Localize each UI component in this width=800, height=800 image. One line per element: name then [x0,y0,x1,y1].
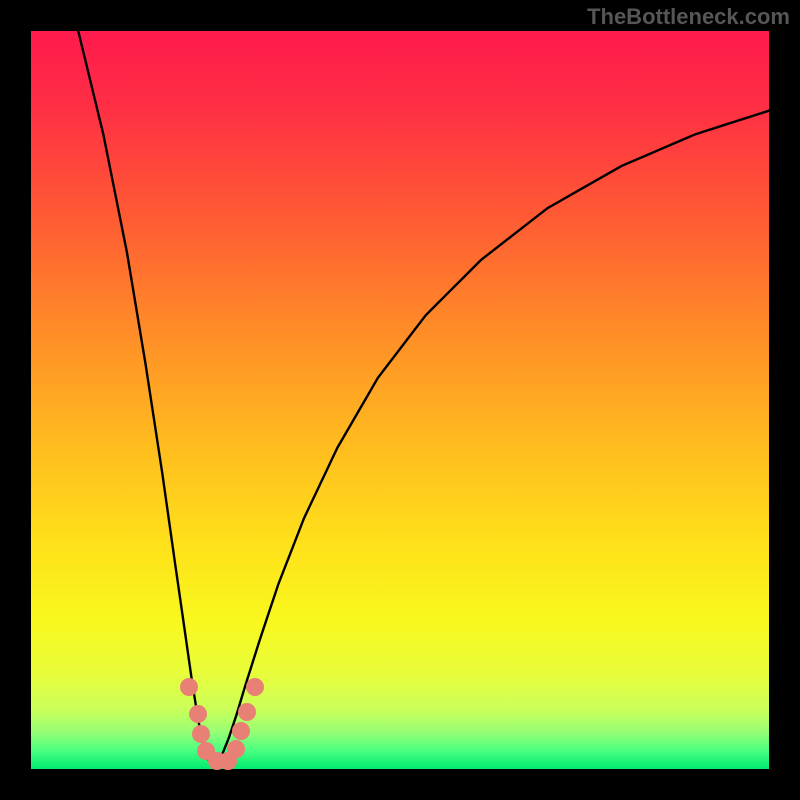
valley-dot [238,703,256,721]
valley-dot [246,678,264,696]
valley-dot [189,705,207,723]
valley-dot [232,722,250,740]
valley-dot [192,725,210,743]
valley-dot [227,740,245,758]
chart-container: TheBottleneck.com [0,0,800,800]
valley-dot [180,678,198,696]
plot-background [31,31,769,769]
watermark-text: TheBottleneck.com [587,4,790,30]
bottleneck-chart [0,0,800,800]
